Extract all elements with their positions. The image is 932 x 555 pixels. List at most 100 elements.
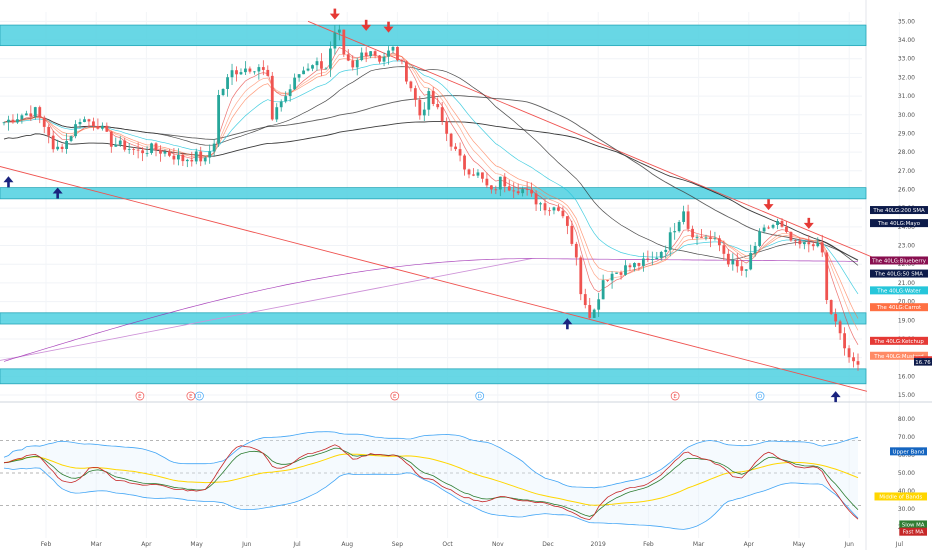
- arrow-head: [361, 24, 372, 31]
- candle: [557, 207, 560, 211]
- moving-averages: [3, 47, 859, 362]
- candle: [825, 252, 829, 301]
- arrow-shaft: [807, 217, 811, 224]
- candle: [337, 29, 341, 33]
- candle: [722, 245, 726, 254]
- candle: [615, 272, 618, 274]
- candle: [767, 227, 770, 229]
- candle: [655, 257, 659, 260]
- y-tick-label: 29.00: [898, 130, 915, 137]
- candle: [445, 121, 449, 134]
- event-marker: [186, 391, 196, 401]
- candle: [436, 103, 440, 108]
- candle: [579, 257, 583, 295]
- candle: [628, 265, 632, 268]
- candle: [387, 50, 390, 57]
- candle: [355, 60, 359, 68]
- event-marker-letter: D: [197, 394, 201, 400]
- tag-label: The 40LG:Mayo: [877, 221, 920, 227]
- candle: [346, 54, 350, 61]
- candle: [47, 126, 51, 136]
- osc-y-tick-label: 70.00: [898, 434, 915, 441]
- y-tick-label: 23.00: [898, 243, 915, 250]
- candle: [467, 169, 471, 175]
- down-arrow-icon: [383, 21, 394, 33]
- tag-label: The 40LG:Ketchup: [873, 339, 924, 345]
- candle: [856, 361, 860, 365]
- candle: [431, 91, 435, 104]
- tag-label: Upper Band: [893, 449, 925, 455]
- candle: [592, 309, 596, 318]
- candle: [548, 210, 551, 212]
- tag-bg: [870, 269, 928, 278]
- down-arrow-icon: [803, 217, 814, 229]
- candle: [7, 119, 10, 123]
- candle: [852, 357, 855, 362]
- candle: [51, 135, 55, 150]
- candle: [203, 157, 207, 162]
- arrow-head: [52, 187, 63, 194]
- candle: [789, 231, 793, 241]
- event-marker: [390, 391, 400, 401]
- candle: [382, 56, 386, 62]
- support-zone: [0, 187, 867, 200]
- arrow-shaft: [364, 19, 368, 26]
- candle: [574, 243, 578, 258]
- candle: [597, 299, 601, 310]
- candle: [65, 140, 68, 149]
- candle: [275, 107, 279, 120]
- candle: [646, 258, 650, 260]
- candle: [601, 280, 605, 300]
- up-arrow-icon: [52, 187, 63, 199]
- osc-legend-tag: Middle of Bands: [874, 492, 927, 501]
- candle: [521, 189, 525, 194]
- up-arrow-icon: [3, 176, 14, 188]
- candle: [190, 159, 194, 162]
- candle: [360, 52, 364, 61]
- candle: [686, 211, 690, 229]
- x-tick-label: Oct: [442, 541, 453, 548]
- tag-bg: [890, 447, 927, 456]
- tag-bg: [870, 351, 928, 360]
- candle: [704, 237, 708, 239]
- candle: [342, 29, 346, 55]
- candle: [369, 51, 373, 57]
- price-tag-label: 16.76: [915, 360, 931, 366]
- candle: [785, 226, 788, 232]
- x-tick-label: Jun: [844, 541, 855, 548]
- candle: [758, 231, 762, 246]
- candle: [288, 89, 292, 97]
- arrow-shaft: [566, 323, 569, 330]
- candle: [454, 146, 457, 150]
- down-arrow-icon: [361, 19, 372, 31]
- candle: [333, 32, 337, 49]
- candle: [695, 237, 699, 238]
- tag-label: The 40LG:Blueberry: [871, 258, 927, 264]
- candle: [123, 140, 127, 150]
- candle: [83, 119, 86, 123]
- candle: [176, 154, 180, 160]
- candle: [476, 172, 480, 176]
- candle: [534, 193, 538, 205]
- candle: [449, 133, 453, 147]
- candle: [659, 251, 663, 258]
- candle: [78, 122, 82, 125]
- candle: [565, 216, 569, 226]
- candle: [673, 231, 677, 233]
- tag-bg: [870, 256, 928, 265]
- candle: [740, 266, 744, 271]
- tag-label: The 40LG:Carrot: [876, 305, 921, 311]
- candle: [744, 269, 748, 271]
- x-tick-label: Jun: [241, 541, 252, 548]
- x-tick-label: Jul: [292, 541, 301, 548]
- osc-line-upper-band: [3, 431, 859, 489]
- ma-line-blueberry: [3, 258, 858, 362]
- tag-label: The 40LG:200 SMA: [872, 208, 925, 214]
- arrow-shaft: [387, 21, 390, 28]
- x-tick-label: Aug: [341, 541, 353, 548]
- event-marker: [755, 391, 765, 401]
- candle: [637, 263, 641, 266]
- y-tick-label: 34.00: [898, 37, 915, 44]
